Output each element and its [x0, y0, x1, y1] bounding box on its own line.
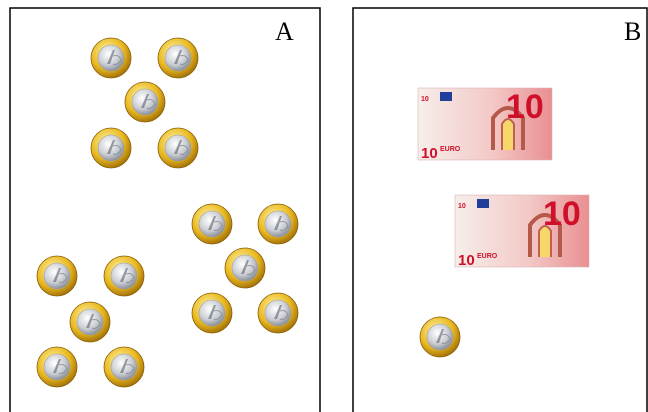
currency: EURO	[440, 146, 461, 153]
denomination: 10	[421, 145, 438, 162]
denomination: 10	[506, 88, 544, 126]
denomination: 10	[421, 96, 429, 103]
panel-label: B	[624, 17, 641, 46]
banknote: 10 10 10 EURO	[455, 195, 589, 269]
panel-label: A	[275, 17, 294, 46]
denomination: 10	[458, 252, 475, 269]
currency: EURO	[477, 253, 498, 260]
coins-a	[37, 38, 298, 387]
banknote: 10 10 10 EURO	[418, 88, 552, 162]
coin-b	[420, 317, 460, 357]
denomination: 10	[458, 203, 466, 210]
scene: A B 10 10 10 EURO 10 10 10 EURO	[0, 0, 648, 412]
denomination: 10	[543, 195, 581, 233]
